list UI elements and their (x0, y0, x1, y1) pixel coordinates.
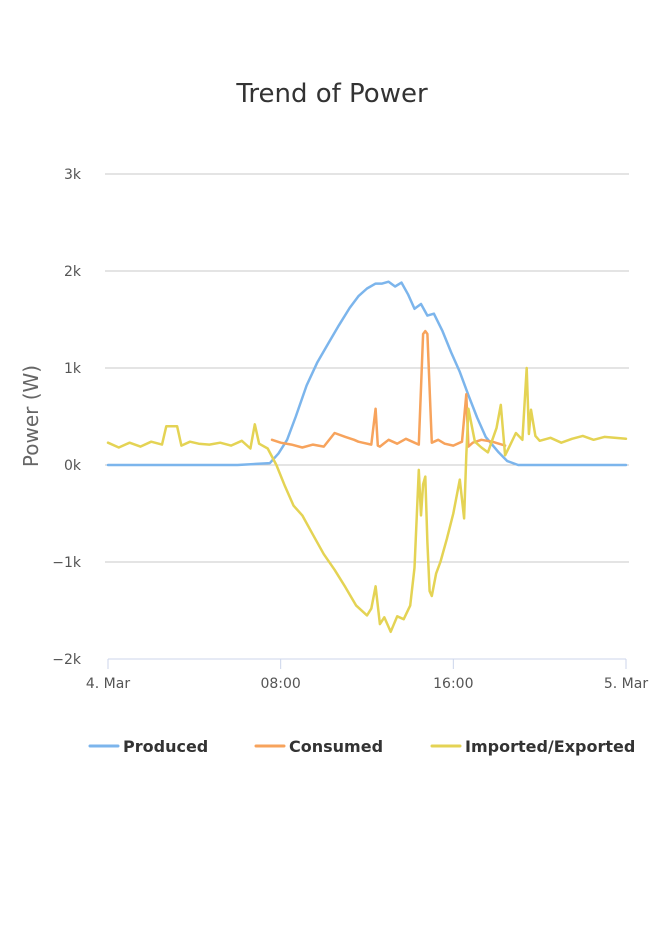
y-axis-label: Power (W) (19, 365, 43, 467)
legend: Produced Consumed Imported/Exported (88, 737, 635, 756)
x-tick-label: 08:00 (260, 676, 300, 692)
y-tick-label: −2k (52, 652, 82, 668)
x-tick-label: 5. Mar (604, 676, 648, 692)
series-lines (106, 280, 628, 634)
series-line-consumed (270, 329, 507, 449)
legend-label: Consumed (289, 737, 383, 756)
legend-item[interactable]: Imported/Exported (430, 737, 635, 756)
x-tick-label: 4. Mar (86, 676, 130, 692)
legend-item[interactable]: Produced (88, 737, 208, 756)
legend-item[interactable]: Consumed (254, 737, 383, 756)
y-tick-label: 1k (64, 361, 82, 377)
y-axis: −2k −1k 0k 1k 2k 3k (52, 167, 82, 668)
x-tick-label: 16:00 (433, 676, 473, 692)
y-tick-label: −1k (52, 555, 82, 571)
legend-label: Imported/Exported (465, 737, 635, 756)
y-tick-label: 0k (64, 458, 82, 474)
chart-title: Trend of Power (235, 79, 428, 109)
y-tick-label: 3k (64, 167, 82, 183)
y-tick-label: 2k (64, 264, 82, 280)
x-axis: 4. Mar 08:00 16:00 5. Mar (86, 658, 648, 692)
series-line-imported-exported (106, 366, 628, 634)
series-line-produced (106, 280, 628, 467)
legend-label: Produced (123, 737, 208, 756)
grid-lines (105, 173, 629, 563)
